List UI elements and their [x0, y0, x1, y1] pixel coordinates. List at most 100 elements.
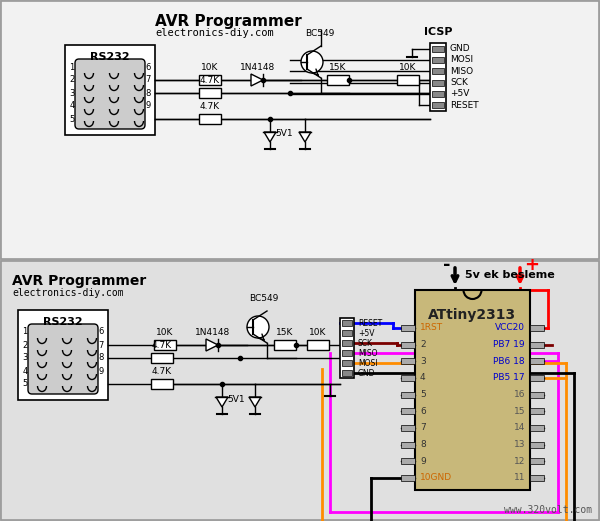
Polygon shape: [299, 132, 311, 142]
Text: 4.7K: 4.7K: [200, 76, 220, 85]
Bar: [432, 102, 444, 108]
Text: 5V1: 5V1: [227, 394, 245, 403]
Text: 6: 6: [420, 407, 426, 416]
Bar: [415, 290, 530, 490]
Text: RESET: RESET: [450, 101, 479, 110]
Text: 11: 11: [514, 474, 525, 482]
Text: 14: 14: [514, 424, 525, 432]
Text: 7: 7: [98, 341, 104, 350]
Text: ATtiny2313: ATtiny2313: [428, 308, 517, 322]
Bar: [65, 45, 155, 135]
Text: 4.7K: 4.7K: [200, 102, 220, 111]
Text: 5: 5: [420, 390, 426, 399]
Text: 15: 15: [514, 407, 525, 416]
Text: 1: 1: [22, 328, 28, 337]
Bar: [307, 340, 329, 350]
Text: 3: 3: [70, 89, 74, 97]
Bar: [274, 340, 296, 350]
Text: electronics-diy.com: electronics-diy.com: [155, 28, 274, 38]
Text: +: +: [524, 256, 539, 274]
Text: 5: 5: [22, 379, 28, 389]
Text: PB6 18: PB6 18: [493, 357, 525, 366]
Polygon shape: [264, 132, 276, 142]
Text: 4.7K: 4.7K: [152, 367, 172, 376]
Text: 10K: 10K: [202, 63, 218, 72]
Text: 10K: 10K: [310, 328, 326, 337]
Bar: [530, 442, 544, 448]
Text: 2: 2: [70, 76, 74, 84]
FancyBboxPatch shape: [28, 324, 98, 394]
Bar: [401, 475, 415, 481]
Bar: [327, 75, 349, 85]
Text: 3: 3: [22, 354, 28, 363]
Bar: [1, 1, 599, 259]
Bar: [401, 325, 415, 331]
Text: GND: GND: [450, 44, 470, 53]
Text: 1N4148: 1N4148: [241, 63, 275, 72]
Bar: [530, 392, 544, 398]
Text: 2: 2: [420, 340, 425, 349]
Bar: [401, 442, 415, 448]
Bar: [401, 392, 415, 398]
Bar: [342, 340, 352, 346]
Text: 10GND: 10GND: [420, 474, 452, 482]
Text: RS232: RS232: [43, 317, 83, 327]
Bar: [430, 43, 446, 111]
Bar: [530, 342, 544, 348]
Text: 9: 9: [420, 457, 426, 466]
Text: 5V1: 5V1: [275, 130, 293, 139]
Text: PB7 19: PB7 19: [493, 340, 525, 349]
Text: AVR Programmer: AVR Programmer: [12, 274, 146, 288]
Text: 7: 7: [420, 424, 426, 432]
Text: 12: 12: [514, 457, 525, 466]
Bar: [432, 46, 444, 52]
Text: 5: 5: [70, 115, 74, 123]
Text: BC549: BC549: [305, 29, 335, 38]
Text: 4: 4: [420, 374, 425, 382]
Bar: [401, 425, 415, 431]
Bar: [401, 458, 415, 464]
Bar: [342, 330, 352, 336]
Text: MOSI: MOSI: [450, 56, 473, 65]
Text: AVR Programmer: AVR Programmer: [155, 14, 302, 29]
Bar: [340, 318, 354, 378]
Circle shape: [301, 51, 323, 73]
Text: +5V: +5V: [450, 90, 469, 98]
Text: 16: 16: [514, 390, 525, 399]
Text: 8: 8: [145, 89, 151, 97]
Text: MOSI: MOSI: [358, 358, 377, 367]
Text: 8: 8: [98, 354, 104, 363]
Bar: [1, 261, 599, 520]
Text: +5V: +5V: [358, 329, 374, 338]
Bar: [530, 375, 544, 381]
Polygon shape: [216, 397, 228, 407]
FancyBboxPatch shape: [75, 59, 145, 129]
Text: -: -: [443, 256, 451, 274]
Bar: [432, 57, 444, 63]
Bar: [397, 75, 419, 85]
Text: 13: 13: [514, 440, 525, 449]
Polygon shape: [249, 397, 261, 407]
Text: 8: 8: [420, 440, 426, 449]
Text: RESET: RESET: [358, 318, 382, 328]
Text: www.320volt.com: www.320volt.com: [504, 505, 592, 515]
Bar: [432, 80, 444, 85]
Text: SCK: SCK: [450, 78, 468, 87]
Text: 1: 1: [70, 63, 74, 71]
Text: 9: 9: [145, 102, 151, 110]
Bar: [18, 310, 108, 400]
Bar: [401, 342, 415, 348]
Text: 6: 6: [98, 328, 104, 337]
Bar: [401, 408, 415, 414]
Bar: [401, 358, 415, 364]
Text: MISO: MISO: [450, 67, 473, 76]
Text: 3: 3: [420, 357, 426, 366]
Circle shape: [247, 316, 269, 338]
Text: electronics-diy.com: electronics-diy.com: [12, 288, 124, 298]
Bar: [154, 340, 176, 350]
Text: 10K: 10K: [157, 328, 173, 337]
Text: 15K: 15K: [277, 328, 293, 337]
Bar: [342, 370, 352, 376]
Bar: [530, 325, 544, 331]
Bar: [199, 75, 221, 85]
